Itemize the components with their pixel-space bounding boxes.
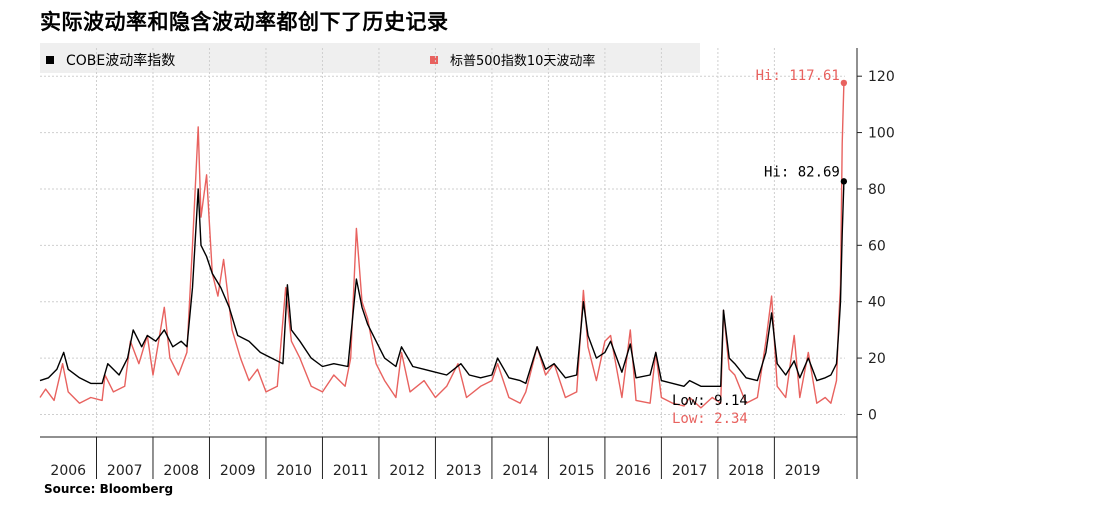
series-line-cobe [39, 181, 845, 387]
x-tick-label: 2018 [728, 463, 764, 479]
x-tick-label: 2019 [785, 463, 821, 479]
y-tick-label: 80 [868, 182, 886, 198]
hi-marker-cobe [840, 178, 848, 185]
x-tick-label: 2014 [502, 463, 538, 479]
y-tick-label: 0 [868, 407, 877, 423]
legend-label-cobe: COBE波动率指数 [66, 53, 176, 69]
y-tick-label: 120 [868, 69, 895, 85]
y-tick-label: 100 [868, 126, 895, 142]
x-tick-label: 2011 [333, 463, 369, 479]
y-tick-label: 20 [868, 351, 886, 367]
annotation-hi-sp500: Hi: 117.61 [756, 68, 840, 84]
x-tick-label: 2009 [220, 463, 256, 479]
legend-swatch-sp500 [430, 56, 438, 64]
x-tick-label: 2010 [276, 463, 312, 479]
y-tick-label: 60 [868, 238, 886, 254]
legend-item-cobe: COBE波动率指数 [46, 50, 175, 70]
legend-item-sp500: 标普500指数10天波动率 [430, 50, 595, 69]
annotation-low-sp500: Low: 2.34 [672, 411, 748, 427]
y-tick-label: 40 [868, 295, 886, 311]
legend-label-sp500: 标普500指数10天波动率 [450, 54, 596, 69]
annotation-hi-cobe: Hi: 82.69 [764, 164, 840, 180]
series-line-sp500 [39, 82, 845, 409]
x-tick-label: 2016 [615, 463, 651, 479]
legend-swatch-cobe [46, 56, 54, 64]
x-tick-label: 2008 [163, 463, 199, 479]
hi-marker-sp500 [840, 79, 848, 87]
annotation-low-cobe: Low: 9.14 [672, 393, 748, 409]
x-tick-label: 2015 [559, 463, 595, 479]
x-tick-label: 2013 [446, 463, 482, 479]
x-tick-label: 2007 [107, 463, 143, 479]
legend: COBE波动率指数 标普500指数10天波动率 [40, 43, 700, 73]
x-tick-label: 2017 [672, 463, 708, 479]
x-tick-label: 2006 [50, 463, 86, 479]
source-note: Source: Bloomberg [44, 482, 174, 496]
x-tick-label: 2012 [389, 463, 425, 479]
chart-title: 实际波动率和隐含波动率都创下了历史记录 [40, 10, 449, 34]
